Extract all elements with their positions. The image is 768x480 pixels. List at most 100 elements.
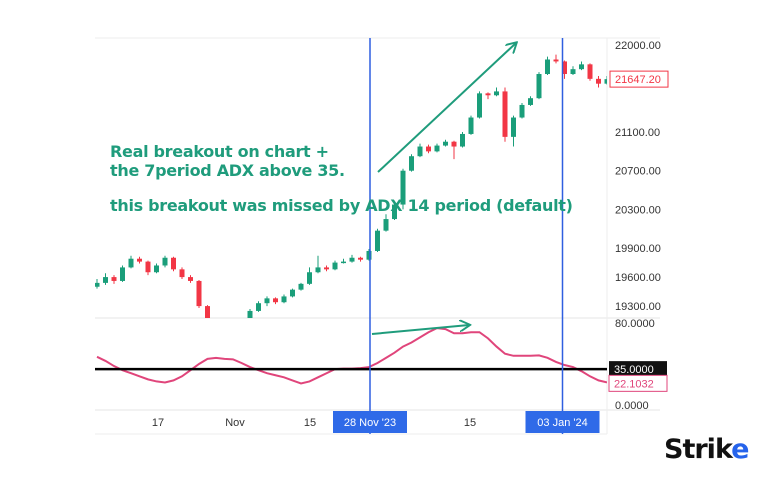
- candle-body: [349, 257, 355, 262]
- candle-body: [205, 306, 210, 318]
- threshold-badge: [609, 361, 667, 378]
- candle-body: [196, 280, 202, 307]
- candle: [392, 202, 397, 221]
- x-tick-label: Nov: [225, 417, 245, 429]
- date-marker-label: 03 Jan '24: [537, 417, 587, 429]
- strike-logo: Strike: [664, 434, 750, 465]
- candle: [214, 323, 219, 333]
- candle-body: [579, 64, 584, 70]
- candle: [358, 256, 363, 262]
- candle: [477, 91, 482, 119]
- candle: [596, 75, 601, 88]
- candle-body: [460, 133, 465, 147]
- candle: [409, 154, 414, 172]
- candle: [273, 297, 278, 305]
- candle: [95, 279, 100, 289]
- candle: [137, 256, 142, 264]
- candle: [281, 294, 287, 304]
- candle-body: [256, 303, 261, 311]
- candle-body: [511, 117, 516, 137]
- candle: [604, 75, 607, 85]
- candle-body: [290, 289, 295, 297]
- candle-body: [358, 257, 363, 260]
- last-price-label: 21647.20: [615, 74, 661, 86]
- x-tick-label: 15: [304, 417, 316, 429]
- candle: [451, 140, 457, 160]
- candle: [426, 144, 431, 154]
- candle: [400, 168, 406, 210]
- candle: [315, 255, 321, 274]
- candle-body: [298, 283, 304, 290]
- candle-body: [307, 272, 312, 284]
- candle-body: [145, 261, 151, 273]
- candle: [417, 143, 423, 158]
- price-tick-label: 21100.00: [615, 127, 660, 139]
- candle-body: [332, 262, 338, 270]
- adx-trend-arrow: [371, 325, 469, 335]
- candle: [468, 115, 474, 135]
- candle-body: [596, 78, 601, 84]
- price-tick-label: 22000.00: [615, 40, 661, 52]
- candle-body: [222, 327, 227, 330]
- candle-body: [162, 257, 168, 266]
- price-tick-label: 20700.00: [615, 166, 661, 178]
- candle-body: [273, 298, 278, 303]
- candle: [222, 325, 227, 332]
- candle: [579, 61, 584, 71]
- candle: [171, 256, 176, 272]
- candle: [366, 249, 372, 261]
- candle: [332, 260, 338, 271]
- candle-body: [528, 98, 533, 105]
- candle-body: [231, 327, 236, 330]
- candle-body: [451, 141, 457, 147]
- price-tick-label: 19600.00: [615, 272, 661, 284]
- candle: [231, 326, 236, 333]
- threshold-label: 35.0000: [614, 364, 654, 376]
- candle-body: [383, 219, 389, 231]
- candle-body: [281, 296, 287, 303]
- candle: [553, 54, 559, 64]
- candle: [375, 228, 380, 252]
- candle: [307, 267, 312, 285]
- adx-last-label: 22.1032: [614, 378, 654, 390]
- candle: [341, 258, 346, 264]
- candle-body: [434, 145, 440, 152]
- candle: [154, 263, 159, 274]
- candle: [290, 288, 295, 298]
- candle-body: [604, 79, 607, 84]
- adx-last-badge: [608, 374, 668, 392]
- candle: [239, 321, 244, 332]
- candle-body: [324, 267, 329, 270]
- annotation-line-2: the 7period ADX above 35.: [110, 161, 345, 180]
- candle-body: [154, 265, 159, 273]
- x-tick-label: 17: [152, 417, 164, 429]
- candle-body: [409, 156, 414, 171]
- candle-body: [426, 146, 431, 152]
- candle: [188, 275, 193, 283]
- candle: [502, 87, 508, 142]
- candle: [511, 115, 516, 147]
- candle-body: [587, 64, 593, 79]
- annotation-line-3: this breakout was missed by ADX 14 perio…: [110, 196, 573, 215]
- candle: [383, 214, 389, 232]
- candle-body: [264, 298, 270, 304]
- candle-body: [400, 170, 406, 205]
- candle: [120, 265, 125, 282]
- candle-body: [443, 141, 448, 146]
- candle-body: [128, 258, 134, 268]
- candle-body: [111, 277, 117, 281]
- adx-tick-label: 80.0000: [615, 318, 655, 330]
- candle: [528, 96, 533, 106]
- candle-body: [562, 61, 567, 75]
- candle-body: [545, 59, 550, 75]
- candle-body: [315, 267, 321, 273]
- candle: [111, 275, 117, 284]
- candle-body: [95, 282, 100, 287]
- price-trend-arrow: [377, 43, 516, 173]
- candle-body: [375, 230, 380, 251]
- date-marker-badge: [333, 411, 407, 433]
- candle-body: [553, 59, 559, 62]
- candle: [256, 301, 261, 312]
- candle-body: [103, 277, 108, 283]
